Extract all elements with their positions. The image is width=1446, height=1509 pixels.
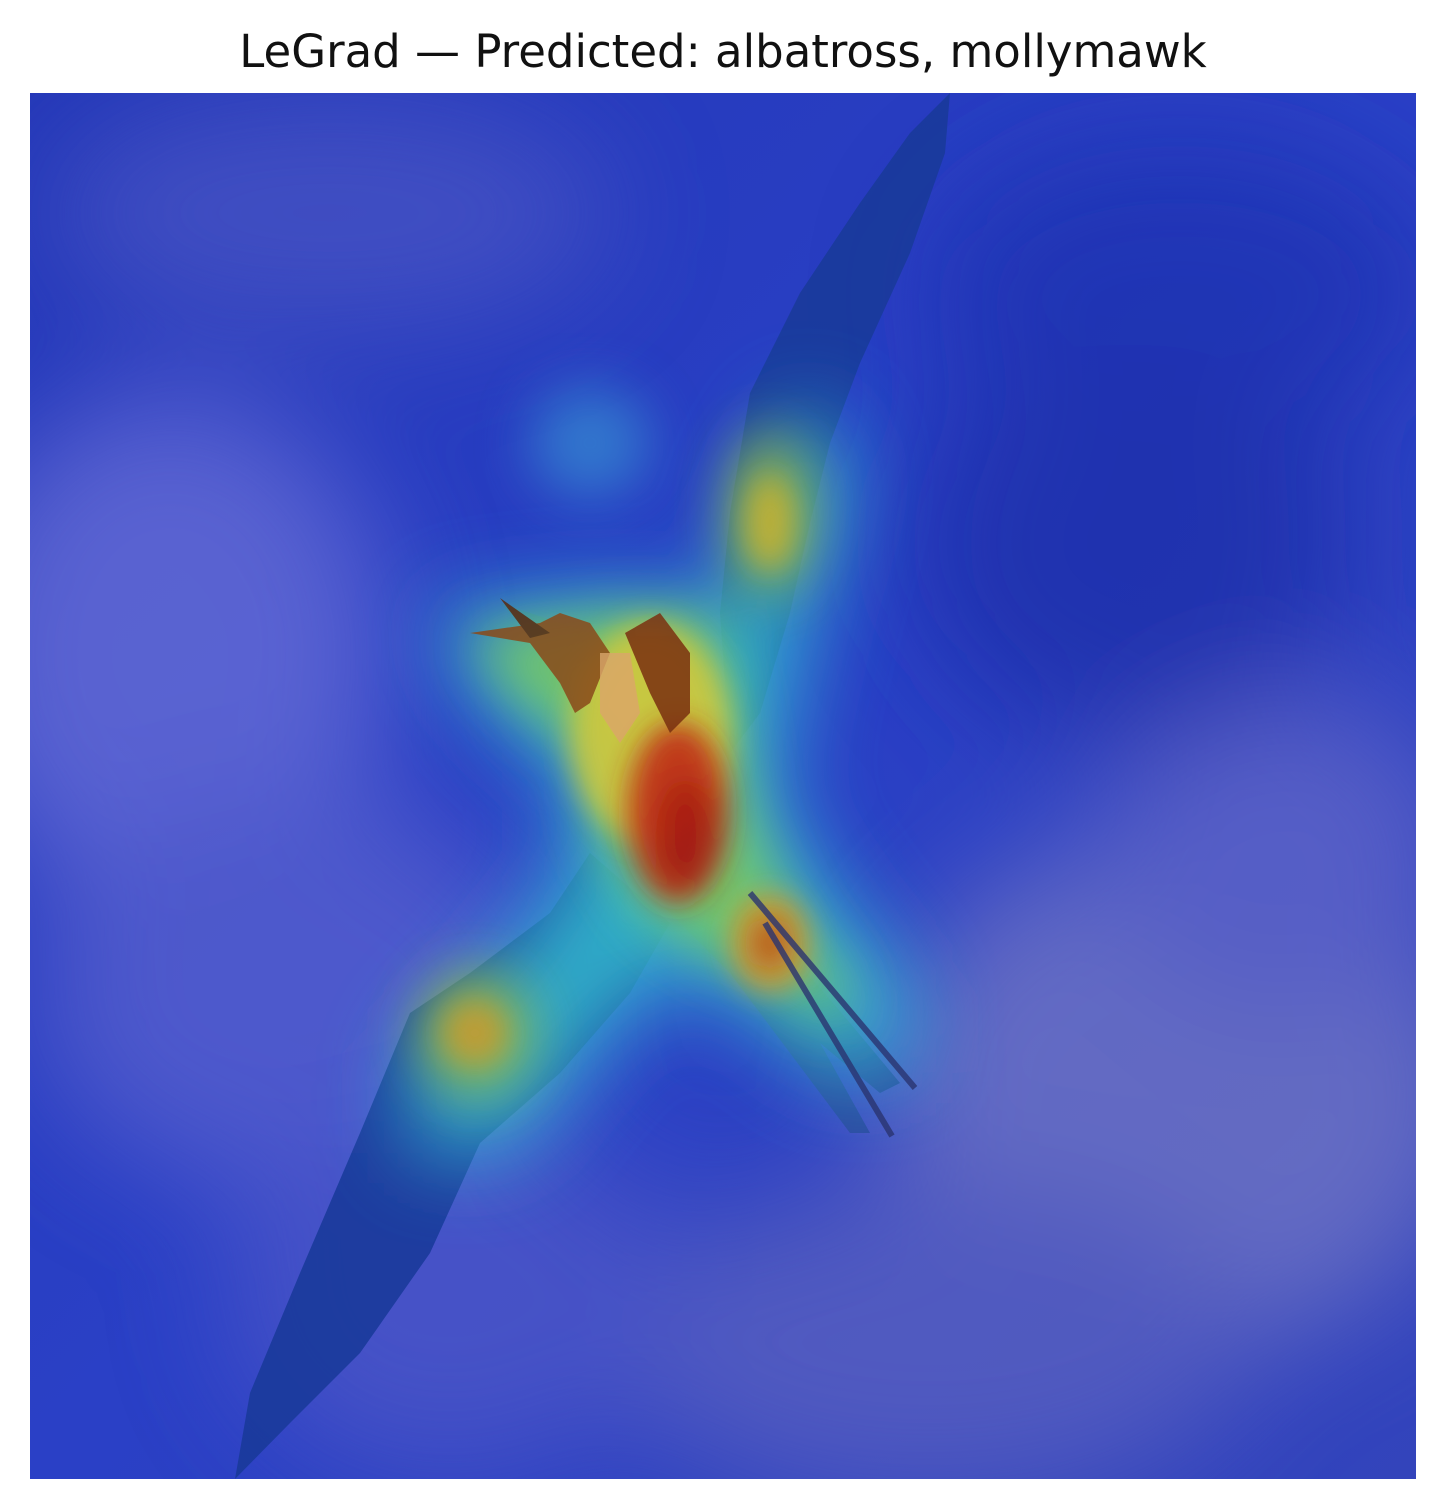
cloud-layer (30, 93, 1416, 1479)
heatmap-image (30, 93, 1416, 1479)
heatmap-peak-layer (628, 723, 786, 967)
bird-head-detail (470, 598, 690, 743)
glow-spot (530, 388, 650, 498)
heatmap-overlay-svg (30, 93, 1416, 1479)
figure-title: LeGrad — Predicted: albatross, mollymawk (239, 25, 1207, 78)
bird-tail (747, 891, 918, 1138)
